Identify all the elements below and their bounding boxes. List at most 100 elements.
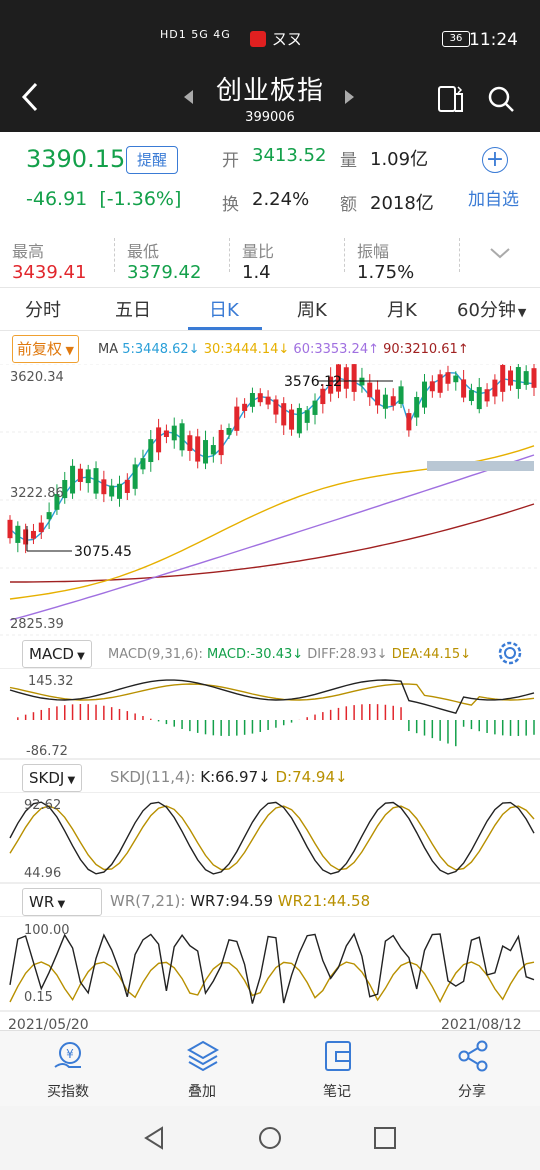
ma-prefix: MA xyxy=(98,342,119,357)
page-title: 创业板指 xyxy=(215,76,324,106)
stat-divider xyxy=(114,238,115,272)
wr-chart xyxy=(0,916,540,1012)
candle-body xyxy=(335,364,341,392)
candle-body xyxy=(429,381,435,392)
candle-body xyxy=(461,379,467,398)
ma60-line xyxy=(9,454,535,621)
y-axis-bottom: 2825.39 xyxy=(10,617,64,632)
candle-body xyxy=(93,468,99,494)
candle-body xyxy=(54,494,60,510)
svg-text:¥: ¥ xyxy=(66,1047,74,1061)
candle-body xyxy=(390,396,396,406)
next-index-arrow[interactable] xyxy=(345,90,354,104)
nav-back-icon[interactable] xyxy=(143,1126,167,1150)
candle-body xyxy=(351,364,357,392)
share-icon xyxy=(458,1040,488,1072)
layers-icon xyxy=(186,1040,220,1072)
skdj-k-value: K:66.97↓ xyxy=(200,768,271,786)
candle-body xyxy=(156,427,162,453)
candle-body xyxy=(85,469,91,484)
skdj-selector[interactable]: SKDJ ▼ xyxy=(22,764,83,792)
status-time: 11:24 xyxy=(469,30,518,50)
candle-body xyxy=(304,410,310,423)
stat-divider xyxy=(344,238,345,272)
landscape-icon[interactable] xyxy=(436,84,466,114)
macd-y-top: 145.32 xyxy=(28,674,74,689)
candle-body xyxy=(7,519,13,539)
stat-low-label: 最低 xyxy=(127,242,160,261)
candle-body xyxy=(296,407,302,434)
candle-body xyxy=(195,436,201,462)
y-axis-top: 3620.34 xyxy=(10,370,64,385)
kline-chart[interactable] xyxy=(0,364,540,636)
caret-down-icon: ▼ xyxy=(73,651,85,662)
tab-month-k[interactable]: 月K xyxy=(387,300,417,321)
wr-params: WR(7,21): xyxy=(110,892,186,910)
stat-high-label: 最高 xyxy=(12,242,45,261)
ma90-line xyxy=(10,503,535,583)
candle-body xyxy=(124,479,130,493)
caret-down-icon: ▼ xyxy=(517,306,527,319)
ma-legend: MA 5:3448.62↓ 30:3444.14↓ 60:3353.24↑ 90… xyxy=(98,342,469,357)
amount-label: 额 xyxy=(340,195,357,215)
note-icon xyxy=(325,1041,351,1071)
candle-body xyxy=(218,429,224,456)
back-icon[interactable] xyxy=(16,80,46,114)
candle-body xyxy=(437,374,443,393)
candle-body xyxy=(523,371,529,385)
macd-selector[interactable]: MACD ▼ xyxy=(22,640,92,668)
wr-selector[interactable]: WR ▼ xyxy=(22,888,102,916)
volume-value: 1.09亿 xyxy=(370,149,429,170)
search-icon[interactable] xyxy=(486,84,516,114)
candle-body xyxy=(265,396,271,405)
caret-down-icon: ▼ xyxy=(54,899,66,910)
prev-index-arrow[interactable] xyxy=(184,90,193,104)
ma5-line xyxy=(9,371,535,542)
candle-body xyxy=(249,392,255,407)
macd-y-bottom: -86.72 xyxy=(26,744,68,759)
add-watchlist-icon[interactable]: + xyxy=(482,147,508,173)
tab-week-k[interactable]: 周K xyxy=(297,300,327,321)
candle-body xyxy=(187,435,193,451)
candle-body xyxy=(148,439,154,463)
stat-divider xyxy=(229,238,230,272)
nav-home-icon[interactable] xyxy=(258,1126,282,1150)
candle-body xyxy=(453,375,459,383)
active-tab-indicator xyxy=(188,327,262,330)
ma5-value: 5:3448.62↓ xyxy=(122,342,200,357)
candle-body xyxy=(163,430,169,438)
nav-recents-icon[interactable] xyxy=(373,1126,397,1150)
wr21-value: WR21:44.58 xyxy=(277,892,371,910)
ma30-value: 30:3444.14↓ xyxy=(203,342,290,357)
stat-high-value: 3439.41 xyxy=(12,262,87,283)
candle-body xyxy=(289,409,295,430)
status-signal: HD1 5G 4G xyxy=(160,28,231,41)
wr7-value: WR7:94.59 xyxy=(190,892,273,910)
candle-body xyxy=(116,483,122,499)
tab-five-day[interactable]: 五日 xyxy=(115,300,151,321)
date-start: 2021/05/20 xyxy=(8,1017,89,1033)
add-watchlist-button[interactable]: 加自选 xyxy=(468,190,519,210)
tab-day-k[interactable]: 日K xyxy=(209,300,239,321)
skdj-d-value: D:74.94↓ xyxy=(275,768,348,786)
candle-body xyxy=(382,394,388,409)
candle-body xyxy=(500,365,506,392)
low-price-mark: 3075.45 xyxy=(74,544,132,560)
turnover-label: 换 xyxy=(222,195,239,215)
skdj-d-line xyxy=(9,805,535,871)
change-value: -46.91 xyxy=(26,188,88,210)
candle-body xyxy=(328,376,334,394)
tab-timeshare[interactable]: 分时 xyxy=(25,300,61,321)
caret-down-icon: ▼ xyxy=(64,775,76,786)
remind-button[interactable]: 提醒 xyxy=(126,146,178,174)
diff-line xyxy=(9,679,535,715)
adjust-dropdown[interactable]: 前复权 ▼ xyxy=(12,335,79,363)
chevron-down-icon[interactable] xyxy=(488,245,512,261)
tab-60min[interactable]: 60分钟 ▼ xyxy=(457,296,526,322)
price-change: -46.91 [-1.36%] xyxy=(26,188,181,210)
candle-body xyxy=(132,464,138,489)
gear-icon[interactable] xyxy=(497,640,523,666)
candle-body xyxy=(445,372,451,384)
candle-body xyxy=(171,425,177,441)
candle-body xyxy=(242,403,248,411)
